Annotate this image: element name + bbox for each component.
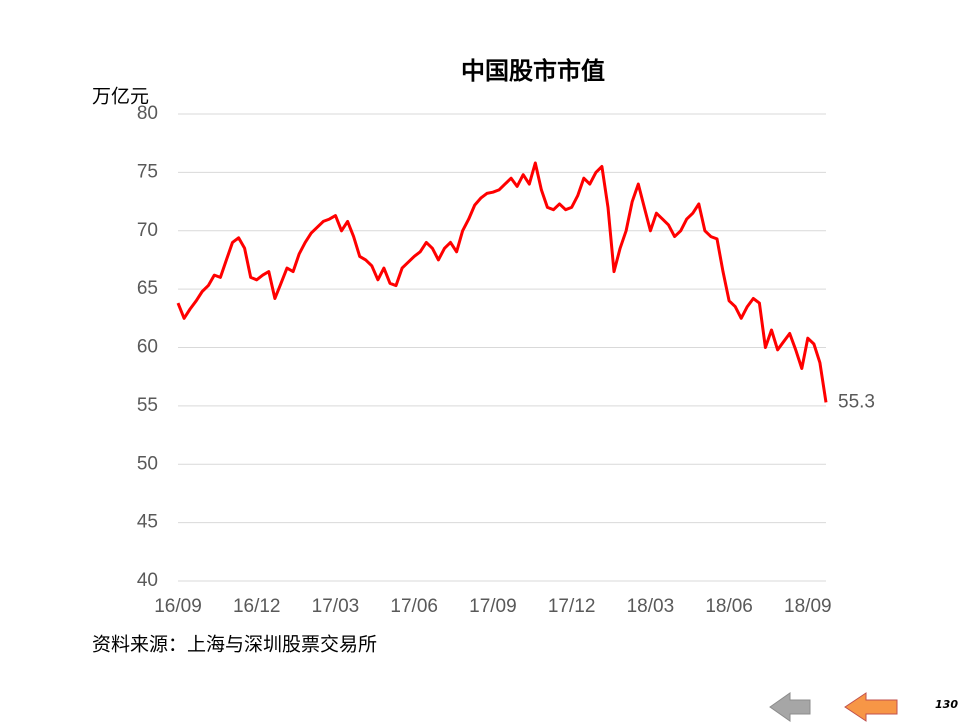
- x-tick-label: 16/12: [233, 596, 281, 617]
- y-tick-label: 40: [137, 570, 158, 591]
- x-tick-label: 17/09: [469, 596, 517, 617]
- y-tick-label: 45: [137, 512, 158, 533]
- x-tick-label: 18/09: [784, 596, 832, 617]
- x-tick-label: 17/12: [548, 596, 596, 617]
- source-note: 资料来源：上海与深圳股票交易所: [92, 634, 377, 656]
- page-number: 130: [935, 698, 958, 711]
- x-tick-label: 17/03: [312, 596, 360, 617]
- x-tick-label: 17/06: [390, 596, 438, 617]
- chart-title: 中国股市市值: [461, 57, 605, 85]
- y-tick-label: 80: [137, 103, 158, 124]
- y-tick-label: 65: [137, 278, 158, 299]
- data-line: [176, 161, 828, 403]
- x-tick-label: 16/09: [154, 596, 202, 617]
- y-tick-label: 55: [137, 395, 158, 416]
- y-tick-label: 60: [137, 337, 158, 358]
- x-tick-label: 18/06: [705, 596, 753, 617]
- y-tick-label: 70: [137, 220, 158, 241]
- prev-button[interactable]: [769, 692, 811, 722]
- x-tick-label: 18/03: [627, 596, 675, 617]
- y-axis-label: 万亿元: [92, 86, 149, 108]
- y-tick-label: 75: [137, 161, 158, 182]
- y-tick-label: 50: [137, 453, 158, 474]
- next-button[interactable]: [844, 692, 898, 722]
- data-label: 55.3: [838, 391, 875, 412]
